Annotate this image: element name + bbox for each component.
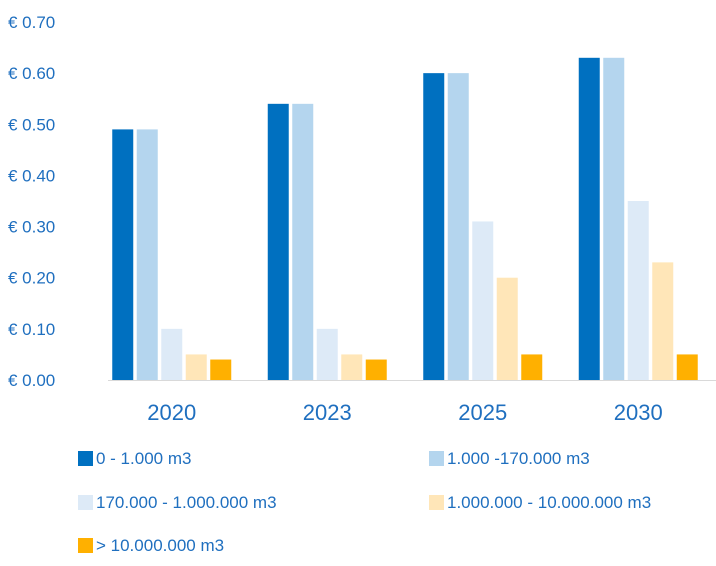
- bar-2023-series-2: [292, 103, 314, 380]
- bar-2025-series-1: [423, 73, 445, 381]
- bar-2023-series-4: [341, 354, 363, 380]
- legend-label: 0 - 1.000 m3: [96, 449, 191, 468]
- bar-2023-series-1: [267, 103, 289, 380]
- legend-label: 1.000 -170.000 m3: [447, 449, 590, 468]
- legend-item: 1.000 -170.000 m3: [429, 449, 590, 468]
- legend-swatch: [78, 451, 93, 466]
- legend-item: 1.000.000 - 10.000.000 m3: [429, 493, 651, 512]
- y-tick-label: € 0.00: [8, 371, 55, 390]
- bar-2025-series-4: [496, 277, 518, 380]
- y-tick-label: € 0.70: [8, 13, 55, 32]
- bar-2030-series-2: [603, 57, 625, 381]
- y-axis: € 0.00 € 0.10 € 0.20 € 0.30 € 0.40 € 0.50 € 0.…: [8, 13, 55, 390]
- y-tick-label: € 0.20: [8, 269, 55, 288]
- x-tick-label: 2023: [303, 400, 352, 425]
- legend-swatch: [78, 538, 93, 553]
- bar-2023-series-5: [365, 359, 387, 380]
- legend-label: 170.000 - 1.000.000 m3: [96, 493, 277, 512]
- y-tick-label: € 0.50: [8, 115, 55, 134]
- bar-2030-series-5: [676, 354, 698, 380]
- bar-2030-series-4: [652, 262, 674, 380]
- x-axis: 2020 2023 2025 2030: [108, 380, 716, 425]
- legend-swatch: [429, 451, 444, 466]
- bar-2025-series-3: [472, 221, 494, 380]
- bar-2020-series-5: [210, 359, 232, 380]
- legend-item: 0 - 1.000 m3: [78, 449, 191, 468]
- bar-2023-series-3: [316, 328, 338, 380]
- legend: 0 - 1.000 m3 1.000 -170.000 m3 170.000 - 1…: [78, 449, 651, 555]
- bar-2025-series-2: [447, 73, 469, 381]
- legend-label: 1.000.000 - 10.000.000 m3: [447, 493, 651, 512]
- bar-2020-series-4: [185, 354, 207, 380]
- y-tick-label: € 0.60: [8, 64, 55, 83]
- legend-swatch: [78, 495, 93, 510]
- bars: [112, 57, 698, 381]
- y-tick-label: € 0.30: [8, 218, 55, 237]
- bar-2030-series-1: [578, 57, 600, 381]
- legend-label: > 10.000.000 m3: [96, 536, 224, 555]
- bar-2020-series-1: [112, 129, 134, 380]
- x-tick-label: 2030: [614, 400, 663, 425]
- x-tick-label: 2020: [147, 400, 196, 425]
- legend-item: > 10.000.000 m3: [78, 536, 224, 555]
- bar-2030-series-3: [627, 201, 649, 380]
- x-tick-label: 2025: [458, 400, 507, 425]
- legend-swatch: [429, 495, 444, 510]
- bar-2020-series-3: [161, 328, 183, 380]
- bar-2020-series-2: [136, 129, 158, 380]
- y-tick-label: € 0.10: [8, 320, 55, 339]
- bar-2025-series-5: [521, 354, 543, 380]
- y-tick-label: € 0.40: [8, 166, 55, 185]
- legend-item: 170.000 - 1.000.000 m3: [78, 493, 277, 512]
